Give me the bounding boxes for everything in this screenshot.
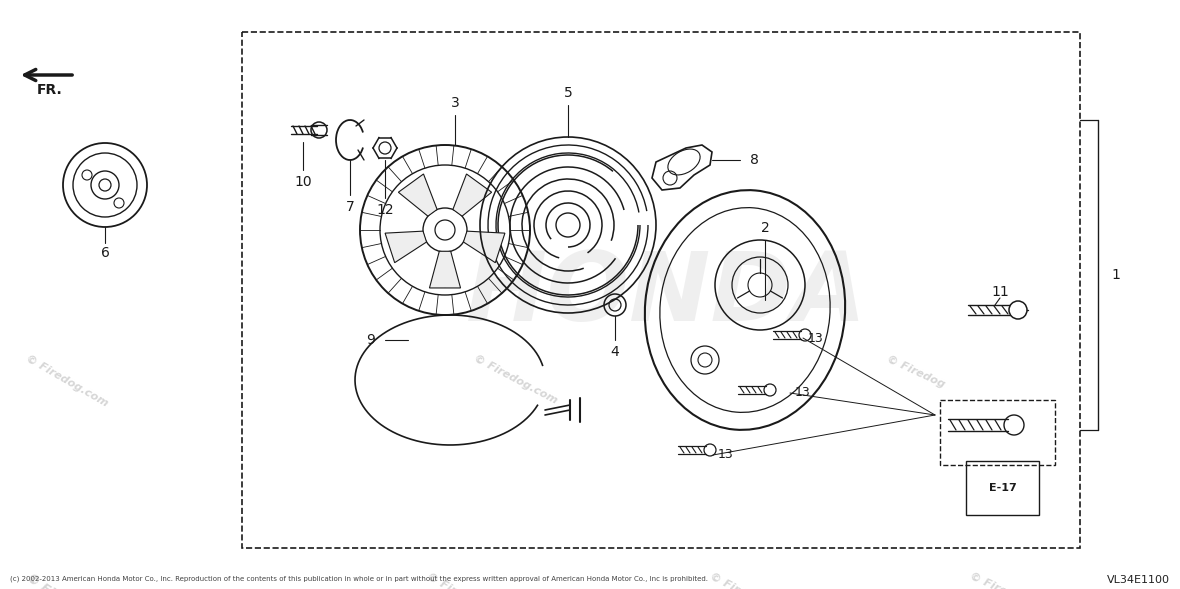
Text: © Firedog: © Firedog: [968, 571, 1029, 589]
Text: © Firedog.com: © Firedog.com: [425, 571, 511, 589]
Text: HONDA: HONDA: [466, 248, 867, 341]
Text: FR.: FR.: [37, 83, 63, 97]
Text: 13: 13: [795, 386, 811, 399]
Text: 7: 7: [346, 200, 354, 214]
Bar: [940, 400, 1055, 465]
Text: © Firedog: © Firedog: [885, 353, 946, 389]
Polygon shape: [385, 231, 426, 263]
Text: 9: 9: [366, 333, 375, 347]
Text: VL34E1100: VL34E1100: [1107, 575, 1171, 585]
Text: © Firedog.com: © Firedog.com: [24, 571, 117, 589]
Text: 13: 13: [717, 448, 734, 462]
Text: 12: 12: [376, 203, 394, 217]
Circle shape: [1009, 301, 1027, 319]
Text: © Firedog.com: © Firedog.com: [472, 353, 559, 406]
Text: 6: 6: [100, 246, 110, 260]
Text: 1: 1: [1112, 268, 1121, 282]
Polygon shape: [399, 174, 437, 216]
Text: 4: 4: [610, 345, 620, 359]
Text: E-17: E-17: [989, 483, 1016, 493]
Text: 13: 13: [808, 332, 824, 345]
Text: (c) 2002-2013 American Honda Motor Co., Inc. Reproduction of the contents of thi: (c) 2002-2013 American Honda Motor Co., …: [9, 575, 708, 581]
Text: © Firedog.com: © Firedog.com: [24, 353, 110, 409]
Polygon shape: [653, 145, 712, 190]
Text: © Firedog.com: © Firedog.com: [708, 571, 795, 589]
Text: 3: 3: [451, 96, 459, 110]
Polygon shape: [453, 174, 492, 216]
Polygon shape: [430, 252, 460, 288]
Text: 5: 5: [564, 86, 572, 100]
Text: 8: 8: [750, 153, 759, 167]
Text: 10: 10: [294, 175, 312, 189]
Bar: [242, 32, 1080, 548]
Text: 2: 2: [761, 221, 769, 235]
Polygon shape: [464, 231, 505, 263]
Text: 11: 11: [991, 285, 1009, 299]
